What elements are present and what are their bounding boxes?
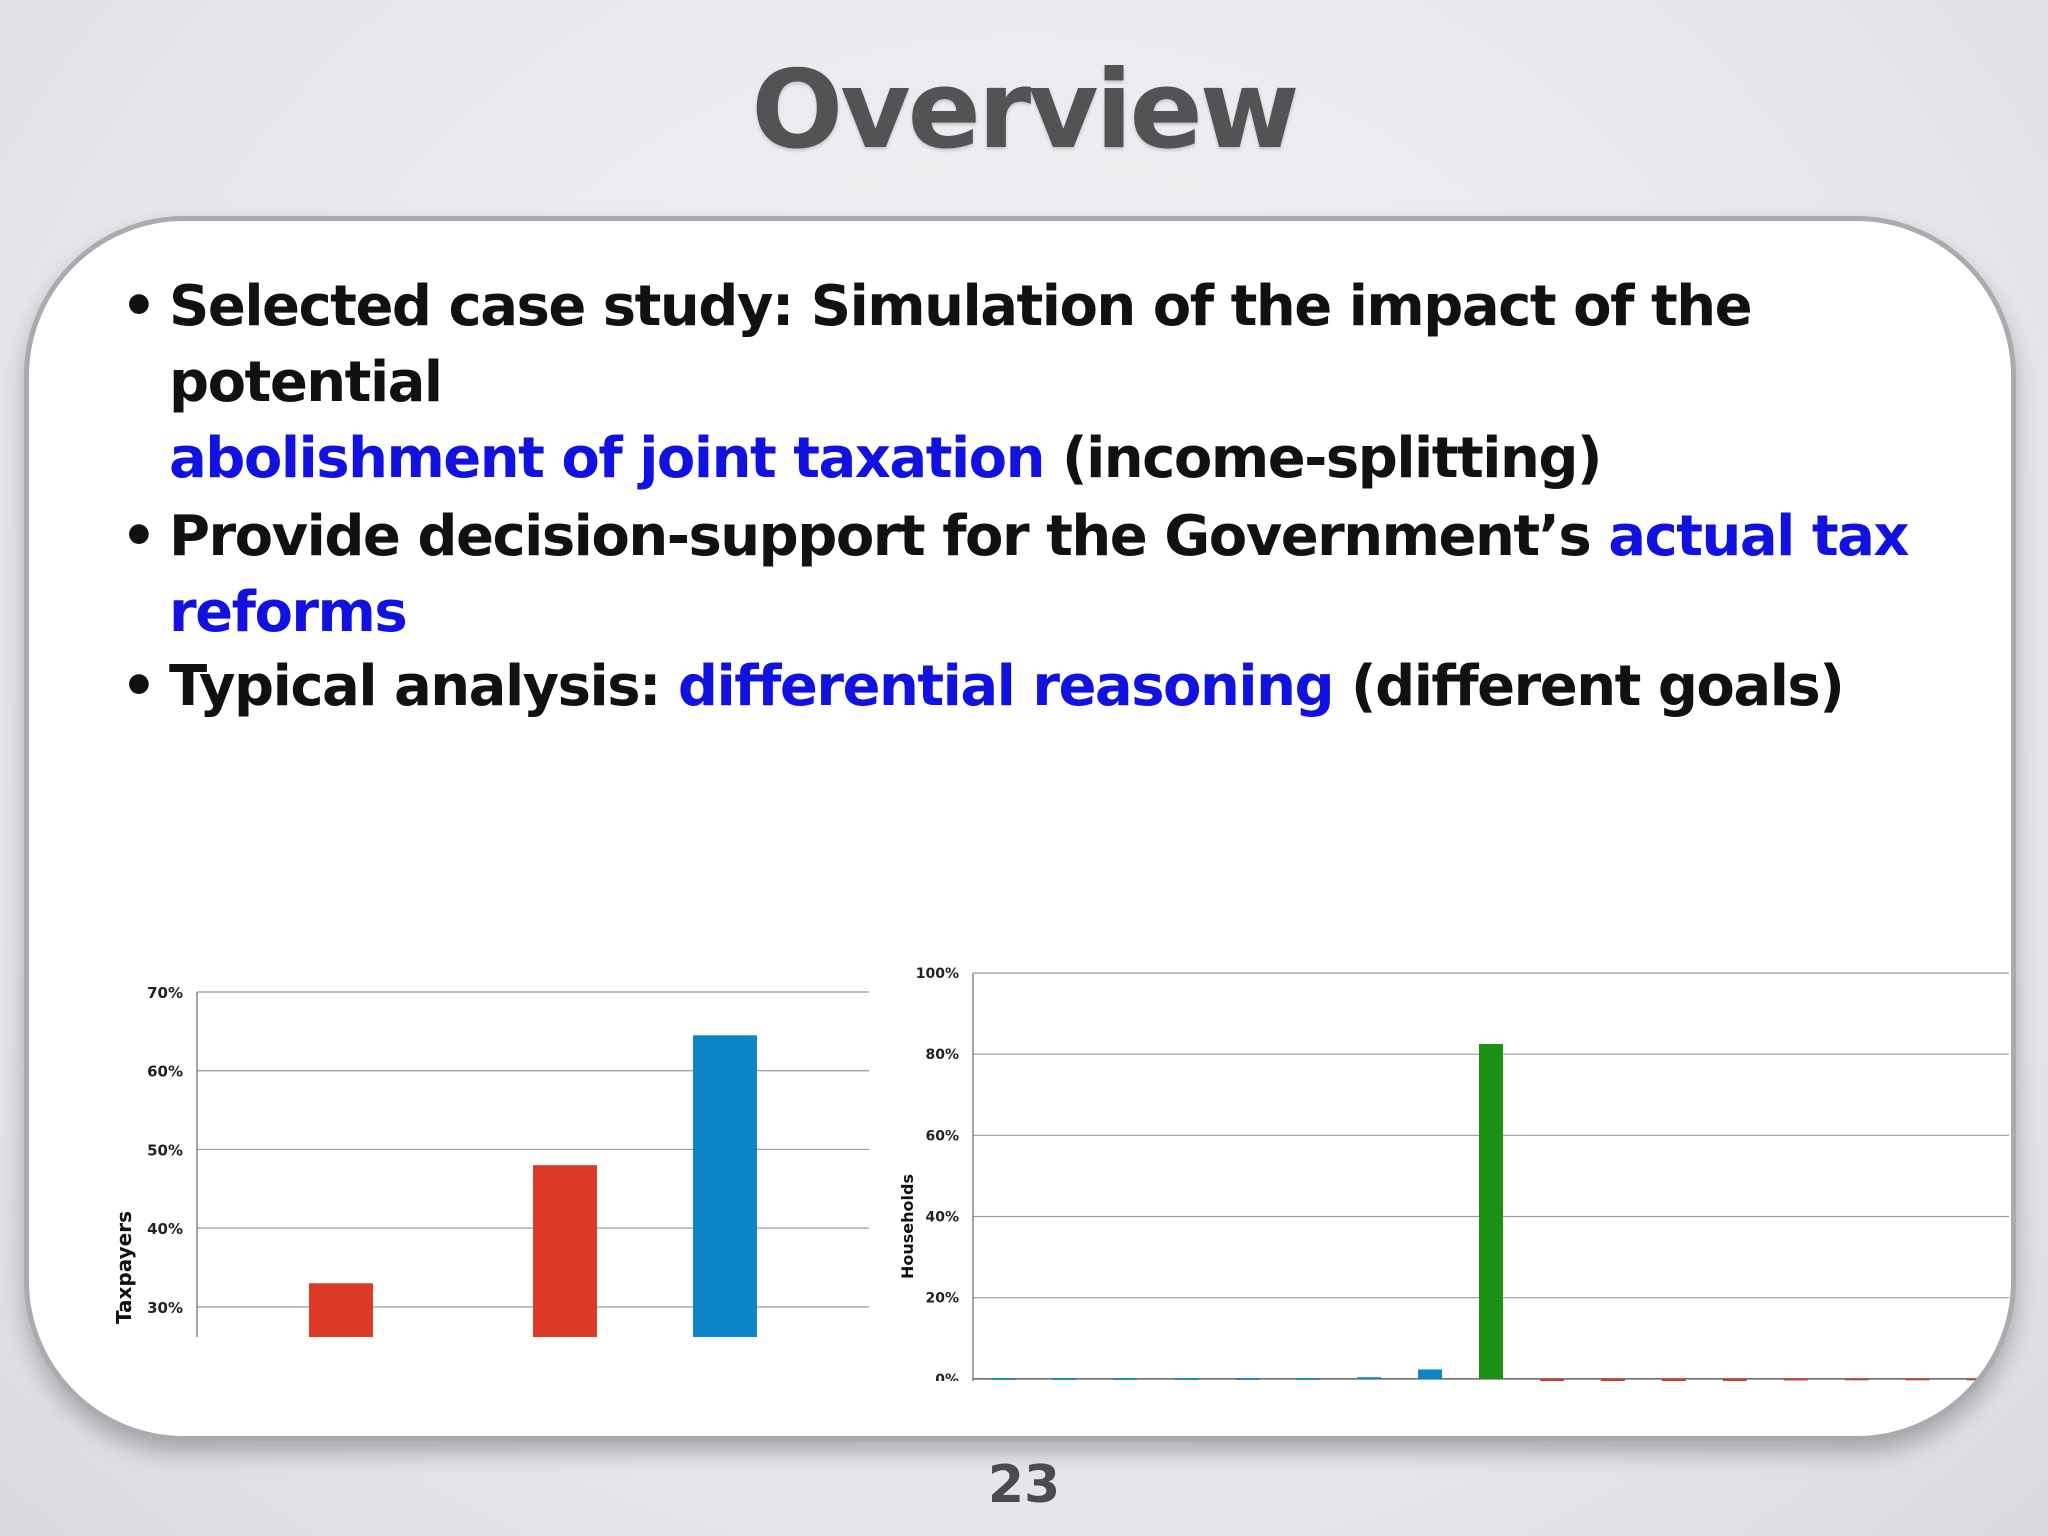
bullet-3-after: (different goals) bbox=[1333, 654, 1845, 719]
bar bbox=[991, 1378, 1016, 1380]
y-tick-label: 100% bbox=[916, 966, 959, 982]
bullet-dot-icon: • bbox=[121, 274, 157, 339]
bar bbox=[1296, 1378, 1321, 1380]
bar bbox=[1539, 1378, 1564, 1381]
bar bbox=[1418, 1369, 1443, 1379]
bar bbox=[1661, 1378, 1686, 1381]
bullet-dot-icon: • bbox=[121, 504, 157, 569]
bar bbox=[1479, 1044, 1503, 1379]
bullet-dot-icon: • bbox=[121, 654, 157, 719]
bar bbox=[693, 1035, 757, 1337]
y-tick-label: 50% bbox=[147, 1141, 183, 1159]
bar bbox=[1600, 1378, 1625, 1381]
bar bbox=[1113, 1378, 1138, 1380]
bullet-3-highlight: differential reasoning bbox=[677, 654, 1335, 719]
bullet-1-after: (income-splitting) bbox=[1044, 426, 1602, 491]
bar bbox=[1905, 1378, 1930, 1381]
bar bbox=[1722, 1378, 1747, 1381]
y-axis-title: Taxpayers bbox=[112, 1211, 136, 1324]
slide-title: Overview bbox=[751, 48, 1299, 173]
bullet-2-before: Provide decision-support for the Governm… bbox=[169, 504, 1609, 569]
bullet-3-before: Typical analysis: bbox=[169, 654, 678, 719]
y-tick-label: 20% bbox=[925, 1291, 959, 1307]
bar bbox=[1844, 1378, 1869, 1381]
bullet-2-highlight: actual tax reforms bbox=[169, 504, 1910, 645]
bullet-1-highlight: abolishment of joint taxation bbox=[169, 426, 1046, 491]
y-tick-label: 80% bbox=[925, 1047, 959, 1063]
y-tick-label: 40% bbox=[147, 1220, 183, 1238]
page-number: 23 bbox=[987, 1455, 1061, 1515]
bar bbox=[1052, 1378, 1077, 1380]
bar bbox=[1357, 1377, 1382, 1379]
bar bbox=[1235, 1378, 1260, 1380]
y-tick-label: 60% bbox=[925, 1128, 959, 1144]
y-tick-label: 70% bbox=[147, 984, 183, 1002]
bar bbox=[1174, 1378, 1199, 1380]
bar bbox=[1783, 1378, 1808, 1381]
y-tick-label: 60% bbox=[147, 1063, 183, 1081]
bar bbox=[533, 1165, 597, 1337]
bullet-1: • Selected case study: Simulation of the… bbox=[121, 269, 2011, 497]
bullet-3: • Typical analysis: differential reasoni… bbox=[121, 649, 1845, 725]
y-axis-title: Households bbox=[898, 1174, 917, 1279]
bar bbox=[1966, 1378, 1991, 1381]
households-bar-chart: -20%0%20%40%60%80%100%>21.00118.001-21.0… bbox=[898, 966, 2009, 1381]
taxpayers-bar-chart: 0%10%20%30%40%50%60%70%Tax class 1Tax cl… bbox=[112, 984, 869, 1337]
bullet-1-line1: Selected case study: Simulation of the i… bbox=[169, 274, 1753, 415]
y-tick-label: 0% bbox=[935, 1372, 959, 1381]
y-tick-label: 40% bbox=[925, 1210, 959, 1226]
bullet-2: • Provide decision-support for the Gover… bbox=[121, 499, 2011, 651]
y-tick-label: 30% bbox=[147, 1299, 183, 1317]
bar bbox=[309, 1283, 373, 1337]
content-panel: • Selected case study: Simulation of the… bbox=[24, 216, 2016, 1441]
